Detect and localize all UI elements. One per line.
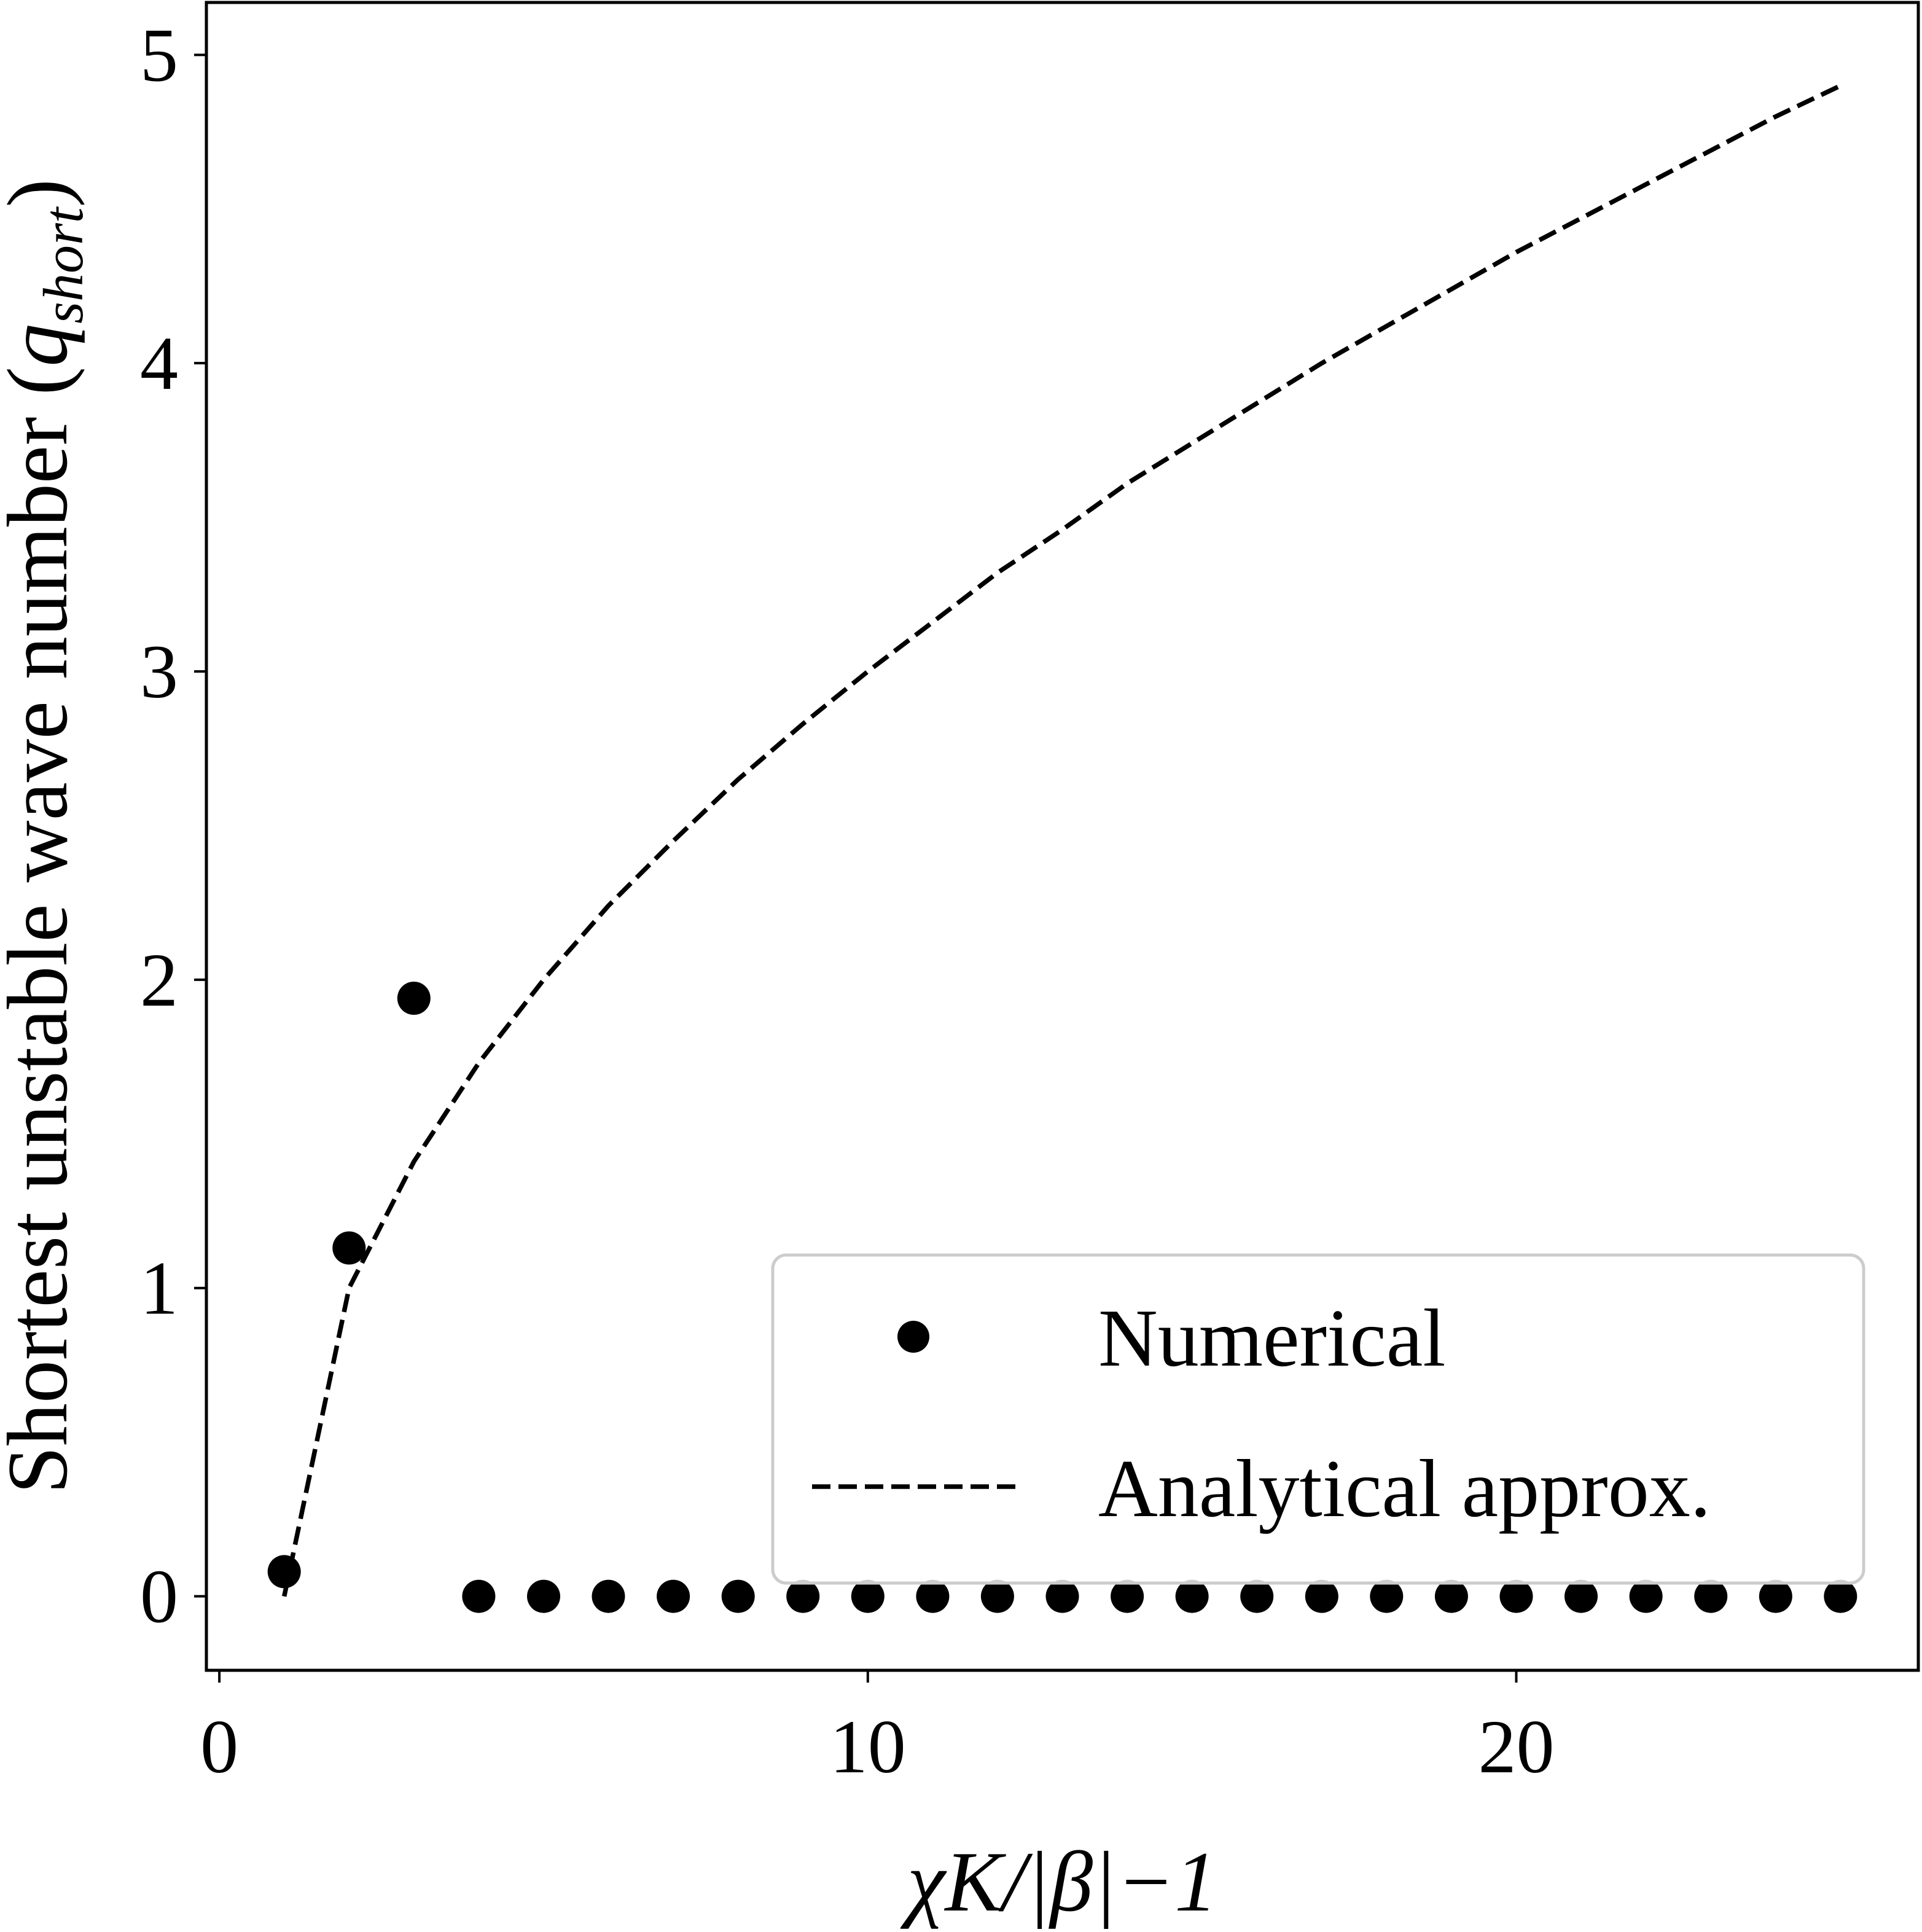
numerical-point [1759, 1579, 1792, 1613]
numerical-point [1694, 1579, 1728, 1613]
numerical-point [721, 1579, 755, 1613]
numerical-point [1111, 1579, 1144, 1613]
numerical-point [1629, 1579, 1663, 1613]
numerical-point [462, 1579, 496, 1613]
legend-label-analytical: Analytical approx. [1098, 1443, 1711, 1534]
numerical-point [1565, 1579, 1598, 1613]
numerical-point [657, 1579, 690, 1613]
numerical-point [527, 1579, 560, 1613]
x-tick-label: 0 [200, 1705, 238, 1789]
numerical-point [1499, 1579, 1533, 1613]
numerical-point [1370, 1579, 1404, 1613]
numerical-point [916, 1579, 950, 1613]
numerical-point [267, 1555, 301, 1589]
y-tick-label: 5 [140, 13, 178, 97]
y-tick-label: 3 [140, 630, 178, 714]
legend: Numerical Analytical approx. [771, 1253, 1865, 1585]
y-tick-label: 1 [140, 1246, 178, 1331]
numerical-point [1045, 1579, 1079, 1613]
y-axis-label-symbol: q [0, 324, 85, 367]
legend-label-numerical: Numerical [1098, 1293, 1446, 1383]
numerical-point [980, 1579, 1014, 1613]
numerical-point [1434, 1579, 1468, 1613]
y-axis-label-close: ) [0, 179, 85, 208]
plot-area [267, 84, 1858, 1613]
axes [205, 1, 1920, 1672]
axes-frame [205, 1, 1920, 1672]
numerical-point [1824, 1579, 1858, 1613]
legend-marker-numerical [897, 1321, 929, 1353]
x-axis-label: χK/|β|−1 [900, 1834, 1217, 1929]
ticks: 0 10 20 0 1 2 3 4 5 [140, 13, 1554, 1789]
y-axis-label-subscript: short [32, 206, 95, 324]
x-tick-label: 20 [1478, 1705, 1554, 1789]
y-axis-label: Shortest unstable wave number (qshort) [0, 179, 95, 1494]
numerical-series [267, 982, 1858, 1613]
numerical-point [1305, 1579, 1338, 1613]
numerical-point [332, 1231, 366, 1265]
numerical-point [1240, 1579, 1274, 1613]
numerical-point [851, 1579, 885, 1613]
y-tick-label: 2 [140, 938, 178, 1022]
x-tick-label: 10 [830, 1705, 906, 1789]
numerical-point [1175, 1579, 1209, 1613]
y-axis-label-main: Shortest unstable wave number ( [0, 367, 85, 1494]
y-tick-label: 0 [140, 1555, 178, 1639]
numerical-point [397, 982, 431, 1015]
legend-frame [771, 1253, 1865, 1585]
numerical-point [592, 1579, 625, 1613]
y-tick-label: 4 [140, 321, 178, 405]
numerical-point [786, 1579, 820, 1613]
